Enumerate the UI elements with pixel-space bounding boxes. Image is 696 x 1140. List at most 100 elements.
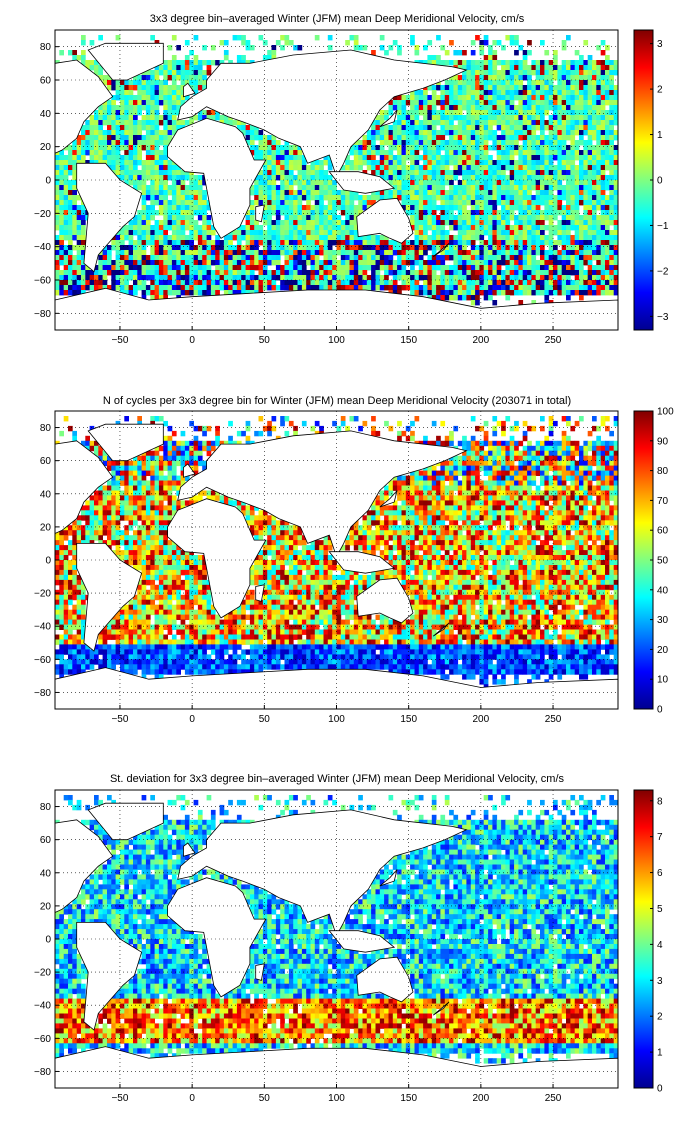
- bin-cell: [574, 85, 580, 91]
- bin-cell: [587, 55, 593, 61]
- bin-cell: [81, 205, 86, 211]
- bin-cell: [145, 215, 151, 221]
- bin-cell: [444, 295, 450, 301]
- bin-cell: [258, 255, 264, 261]
- bin-cell: [496, 95, 502, 101]
- bin-cell: [570, 85, 576, 91]
- bin-cell: [145, 210, 151, 216]
- bin-cell: [574, 225, 580, 231]
- bin-cell: [583, 175, 589, 181]
- bin-cell: [145, 100, 151, 106]
- bin-cell: [280, 245, 285, 251]
- bin-cell: [483, 180, 489, 186]
- bin-cell: [453, 455, 459, 462]
- bin-cell: [223, 255, 229, 261]
- bin-cell: [327, 35, 333, 41]
- bin-cell: [137, 240, 142, 246]
- bin-cell: [553, 215, 558, 221]
- bin-cell: [470, 280, 476, 286]
- bin-cell: [310, 230, 316, 236]
- bin-cell: [609, 455, 614, 462]
- bin-cell: [163, 115, 168, 121]
- bin-cell: [124, 150, 129, 156]
- bin-cell: [483, 175, 489, 181]
- bin-cell: [609, 280, 614, 286]
- bin-cell: [215, 435, 220, 442]
- bin-cell: [457, 60, 463, 66]
- bin-cell: [55, 170, 60, 176]
- bin-cell: [180, 190, 186, 196]
- bin-cell: [457, 155, 463, 161]
- bin-cell: [128, 160, 134, 166]
- bin-cell: [163, 65, 168, 71]
- bin-cell: [535, 245, 541, 251]
- bin-cell: [466, 440, 472, 447]
- bin-cell: [427, 115, 433, 121]
- bin-cell: [72, 50, 77, 56]
- bin-cell: [410, 245, 415, 251]
- bin-cell: [193, 265, 199, 271]
- bin-cell: [522, 75, 528, 81]
- bin-cell: [262, 190, 268, 196]
- bin-cell: [505, 235, 511, 241]
- bin-cell: [262, 255, 268, 261]
- bin-cell: [600, 90, 606, 96]
- bin-cell: [193, 220, 199, 226]
- bin-cell: [241, 250, 246, 256]
- bin-cell: [158, 230, 164, 236]
- bin-cell: [68, 280, 73, 286]
- bin-cell: [358, 425, 363, 432]
- bin-cell: [397, 150, 402, 156]
- bin-cell: [527, 240, 532, 246]
- bin-cell: [561, 80, 567, 86]
- bin-cell: [574, 285, 580, 291]
- bin-cell: [418, 180, 424, 186]
- bin-cell: [587, 445, 593, 452]
- bin-cell: [522, 215, 528, 221]
- bin-cell: [566, 245, 571, 251]
- bin-cell: [522, 185, 528, 191]
- bin-cell: [414, 120, 420, 126]
- bin-cell: [59, 250, 64, 256]
- bin-cell: [145, 235, 151, 241]
- bin-cell: [59, 150, 64, 156]
- bin-cell: [496, 140, 502, 146]
- bin-cell: [154, 165, 160, 171]
- bin-cell: [63, 280, 69, 286]
- bin-cell: [410, 190, 415, 196]
- bin-cell: [297, 170, 303, 176]
- bin-cell: [440, 90, 446, 96]
- bin-cell: [314, 270, 320, 276]
- bin-cell: [449, 270, 454, 276]
- bin-cell: [219, 265, 225, 271]
- bin-cell: [215, 425, 220, 432]
- bin-cell: [535, 70, 541, 76]
- bin-cell: [449, 190, 454, 196]
- bin-cell: [81, 130, 86, 136]
- bin-cell: [150, 260, 155, 266]
- bin-cell: [120, 100, 125, 106]
- bin-cell: [150, 120, 155, 126]
- bin-cell: [470, 295, 476, 301]
- bin-cell: [124, 230, 129, 236]
- bin-cell: [544, 80, 550, 86]
- bin-cell: [371, 165, 376, 171]
- bin-cell: [288, 165, 294, 171]
- bin-cell: [98, 285, 103, 291]
- bin-cell: [275, 265, 281, 271]
- bin-cell: [288, 265, 294, 271]
- bin-cell: [540, 165, 545, 171]
- bin-cell: [193, 70, 199, 76]
- bin-cell: [605, 260, 610, 266]
- bin-cell: [535, 170, 541, 176]
- bin-cell: [362, 135, 368, 141]
- bin-cell: [176, 285, 181, 291]
- bin-cell: [293, 245, 298, 251]
- bin-cell: [68, 180, 73, 186]
- bin-cell: [496, 155, 502, 161]
- bin-cell: [535, 95, 541, 101]
- bin-cell: [518, 175, 524, 181]
- bin-cell: [336, 275, 342, 281]
- bin-cell: [323, 185, 329, 191]
- bin-cell: [275, 205, 281, 211]
